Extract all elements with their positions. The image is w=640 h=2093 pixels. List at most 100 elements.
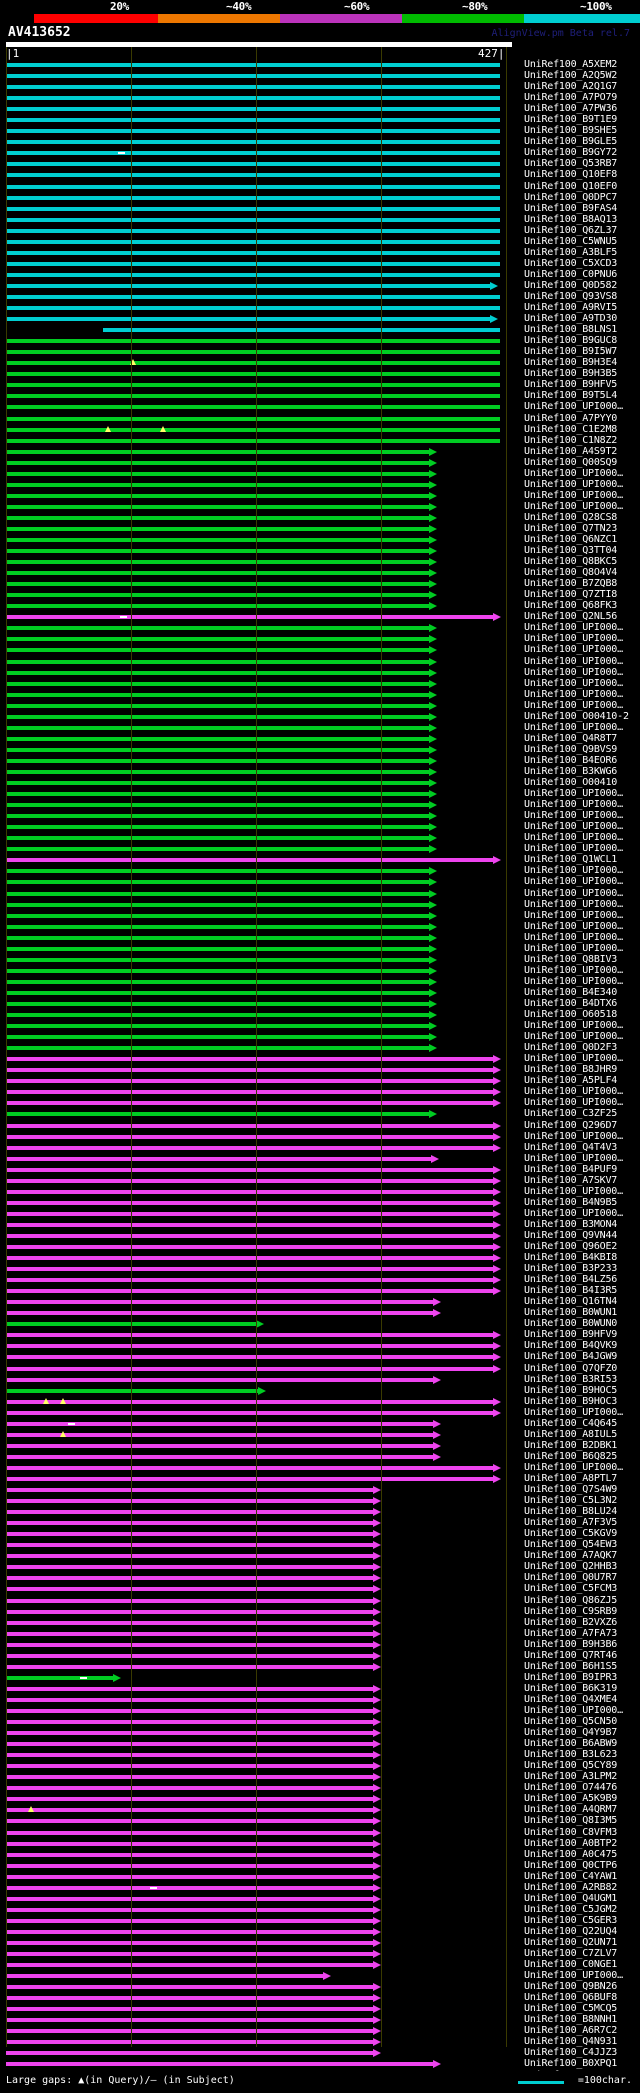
hit-alignment-bar[interactable] <box>6 1200 493 1205</box>
hit-alignment-bar[interactable] <box>6 1101 493 1106</box>
hit-row[interactable]: UniRef100_Q8I3M5 <box>0 1815 640 1827</box>
hit-row[interactable]: UniRef100_C4JJZ3 <box>0 2047 640 2059</box>
hit-alignment-bar[interactable] <box>6 1929 373 1934</box>
hit-accession-label[interactable]: UniRef100_A5PLF4 <box>524 1075 618 1087</box>
hit-alignment-bar[interactable] <box>6 792 429 797</box>
hit-accession-label[interactable]: UniRef100_A9RVI5 <box>524 302 618 314</box>
hit-alignment-bar[interactable] <box>6 228 500 233</box>
hit-alignment-bar[interactable] <box>6 1256 493 1261</box>
hit-accession-label[interactable]: UniRef100_C5KGV9 <box>524 1528 618 1540</box>
hit-alignment-bar[interactable] <box>6 1697 373 1702</box>
hit-accession-label[interactable]: UniRef100_A7F3V5 <box>524 1517 618 1529</box>
hit-alignment-bar[interactable] <box>6 1024 429 1029</box>
hit-accession-label[interactable]: UniRef100_UPI000… <box>524 909 623 921</box>
hit-accession-label[interactable]: UniRef100_Q8O4V4 <box>524 567 618 579</box>
hit-row[interactable]: UniRef100_UPI000… <box>0 622 640 634</box>
hit-alignment-bar[interactable] <box>6 416 500 421</box>
hit-alignment-bar[interactable] <box>6 1918 373 1923</box>
hit-alignment-bar[interactable] <box>6 173 500 178</box>
hit-alignment-bar[interactable] <box>6 946 429 951</box>
hit-alignment-bar[interactable] <box>6 1830 373 1835</box>
hit-accession-label[interactable]: UniRef100_UPI000… <box>524 799 623 811</box>
hit-accession-label[interactable]: UniRef100_B9GLE5 <box>524 136 618 148</box>
hit-accession-label[interactable]: UniRef100_C5FCM3 <box>524 1583 618 1595</box>
hit-row[interactable]: UniRef100_B6K319 <box>0 1683 640 1695</box>
hit-alignment-bar[interactable] <box>6 1974 323 1979</box>
hit-row[interactable]: UniRef100_UPI000… <box>0 843 640 855</box>
hit-row[interactable]: UniRef100_B8LU24 <box>0 1506 640 1518</box>
hit-alignment-bar[interactable] <box>6 1642 373 1647</box>
hit-row[interactable]: UniRef100_C4YAW1 <box>0 1871 640 1883</box>
hit-alignment-bar[interactable] <box>6 670 429 675</box>
hit-row[interactable]: UniRef100_A9TD30 <box>0 313 640 325</box>
hit-accession-label[interactable]: UniRef100_Q6ZL37 <box>524 224 618 236</box>
hit-accession-label[interactable]: UniRef100_B9T5L4 <box>524 390 618 402</box>
hit-accession-label[interactable]: UniRef100_B4N9B5 <box>524 1196 618 1208</box>
hit-accession-label[interactable]: UniRef100_B6ABW9 <box>524 1738 618 1750</box>
hit-accession-label[interactable]: UniRef100_UPI000… <box>524 942 623 954</box>
hit-row[interactable]: UniRef100_C4Q645 <box>0 1418 640 1430</box>
hit-alignment-bar[interactable] <box>6 526 429 531</box>
hit-row[interactable]: UniRef100_UPI000… <box>0 501 640 513</box>
hit-row[interactable]: UniRef100_Q296D7 <box>0 1120 640 1132</box>
hit-row[interactable]: UniRef100_Q4XME4 <box>0 1694 640 1706</box>
hit-alignment-bar[interactable] <box>6 1112 429 1117</box>
hit-row[interactable]: UniRef100_Q8BIV3 <box>0 954 640 966</box>
hit-row[interactable]: UniRef100_B9T5L4 <box>0 390 640 402</box>
hit-accession-label[interactable]: UniRef100_UPI000… <box>524 1970 623 1982</box>
hit-alignment-bar[interactable] <box>6 1786 373 1791</box>
hit-alignment-bar[interactable] <box>6 924 429 929</box>
hit-accession-label[interactable]: UniRef100_B4KBI8 <box>524 1252 618 1264</box>
hit-row[interactable]: UniRef100_C9SRB9 <box>0 1606 640 1618</box>
hit-accession-label[interactable]: UniRef100_UPI000… <box>524 1130 623 1142</box>
hit-accession-label[interactable]: UniRef100_C0NGE1 <box>524 1959 618 1971</box>
hit-alignment-bar[interactable] <box>6 560 429 565</box>
hit-alignment-bar[interactable] <box>6 803 429 808</box>
hit-row[interactable]: UniRef100_Q3TT04 <box>0 545 640 557</box>
hit-row[interactable]: UniRef100_Q7S4W9 <box>0 1484 640 1496</box>
hit-row[interactable]: UniRef100_UPI000… <box>0 932 640 944</box>
hit-alignment-bar[interactable] <box>6 350 500 355</box>
hit-row[interactable]: UniRef100_UPI000… <box>0 909 640 922</box>
hit-alignment-bar[interactable] <box>6 74 500 79</box>
hit-accession-label[interactable]: UniRef100_C0PNU6 <box>524 268 618 280</box>
hit-alignment-bar[interactable] <box>6 825 429 830</box>
hit-accession-label[interactable]: UniRef100_UPI000… <box>524 401 623 413</box>
hit-alignment-bar[interactable] <box>6 781 429 786</box>
hit-row[interactable]: UniRef100_UPI000… <box>0 1130 640 1143</box>
hit-row[interactable]: UniRef100_B9FAS4 <box>0 203 640 215</box>
hit-alignment-bar[interactable] <box>6 935 429 940</box>
hit-alignment-bar[interactable] <box>6 1178 493 1183</box>
hit-alignment-bar[interactable] <box>6 1952 373 1957</box>
hit-alignment-bar[interactable] <box>6 515 429 520</box>
hit-row[interactable]: UniRef100_B4EOR6 <box>0 755 640 767</box>
hit-alignment-bar[interactable] <box>6 1764 373 1769</box>
hit-alignment-bar[interactable] <box>6 1963 373 1968</box>
hit-accession-label[interactable]: UniRef100_Q0DPC7 <box>524 191 618 203</box>
hit-alignment-bar[interactable] <box>6 1742 373 1747</box>
hit-alignment-bar[interactable] <box>6 1488 373 1493</box>
hit-accession-label[interactable]: UniRef100_UPI000… <box>524 821 623 833</box>
hit-row[interactable]: UniRef100_B7ZQB8 <box>0 578 640 590</box>
hit-row[interactable]: UniRef100_B9H3B5 <box>0 368 640 380</box>
hit-accession-label[interactable]: UniRef100_UPI000… <box>524 644 623 656</box>
hit-accession-label[interactable]: UniRef100_B9GY72 <box>524 147 618 159</box>
hit-alignment-bar[interactable] <box>6 714 429 719</box>
hit-alignment-bar[interactable] <box>6 571 429 576</box>
hit-alignment-bar[interactable] <box>6 449 429 454</box>
hit-alignment-bar[interactable] <box>6 482 429 487</box>
hit-accession-label[interactable]: UniRef100_UPI000… <box>524 920 623 932</box>
hit-accession-label[interactable]: UniRef100_UPI000… <box>524 489 623 501</box>
hit-accession-label[interactable]: UniRef100_B9SHE5 <box>524 125 618 137</box>
hit-row[interactable]: UniRef100_O60518 <box>0 1009 640 1021</box>
hit-alignment-bar[interactable] <box>6 1731 373 1736</box>
hit-row[interactable]: UniRef100_UPI000… <box>0 1186 640 1198</box>
hit-row[interactable]: UniRef100_Q5CN50 <box>0 1716 640 1728</box>
hit-alignment-bar[interactable] <box>6 1686 373 1691</box>
hit-accession-label[interactable]: UniRef100_A2Q5W2 <box>524 70 618 82</box>
hit-row[interactable]: UniRef100_A7PW36 <box>0 103 640 115</box>
hit-alignment-bar[interactable] <box>6 140 500 145</box>
hit-accession-label[interactable]: UniRef100_Q8I3M5 <box>524 1815 618 1827</box>
hit-accession-label[interactable]: UniRef100_Q7TN23 <box>524 522 618 534</box>
hit-alignment-bar[interactable] <box>6 725 429 730</box>
